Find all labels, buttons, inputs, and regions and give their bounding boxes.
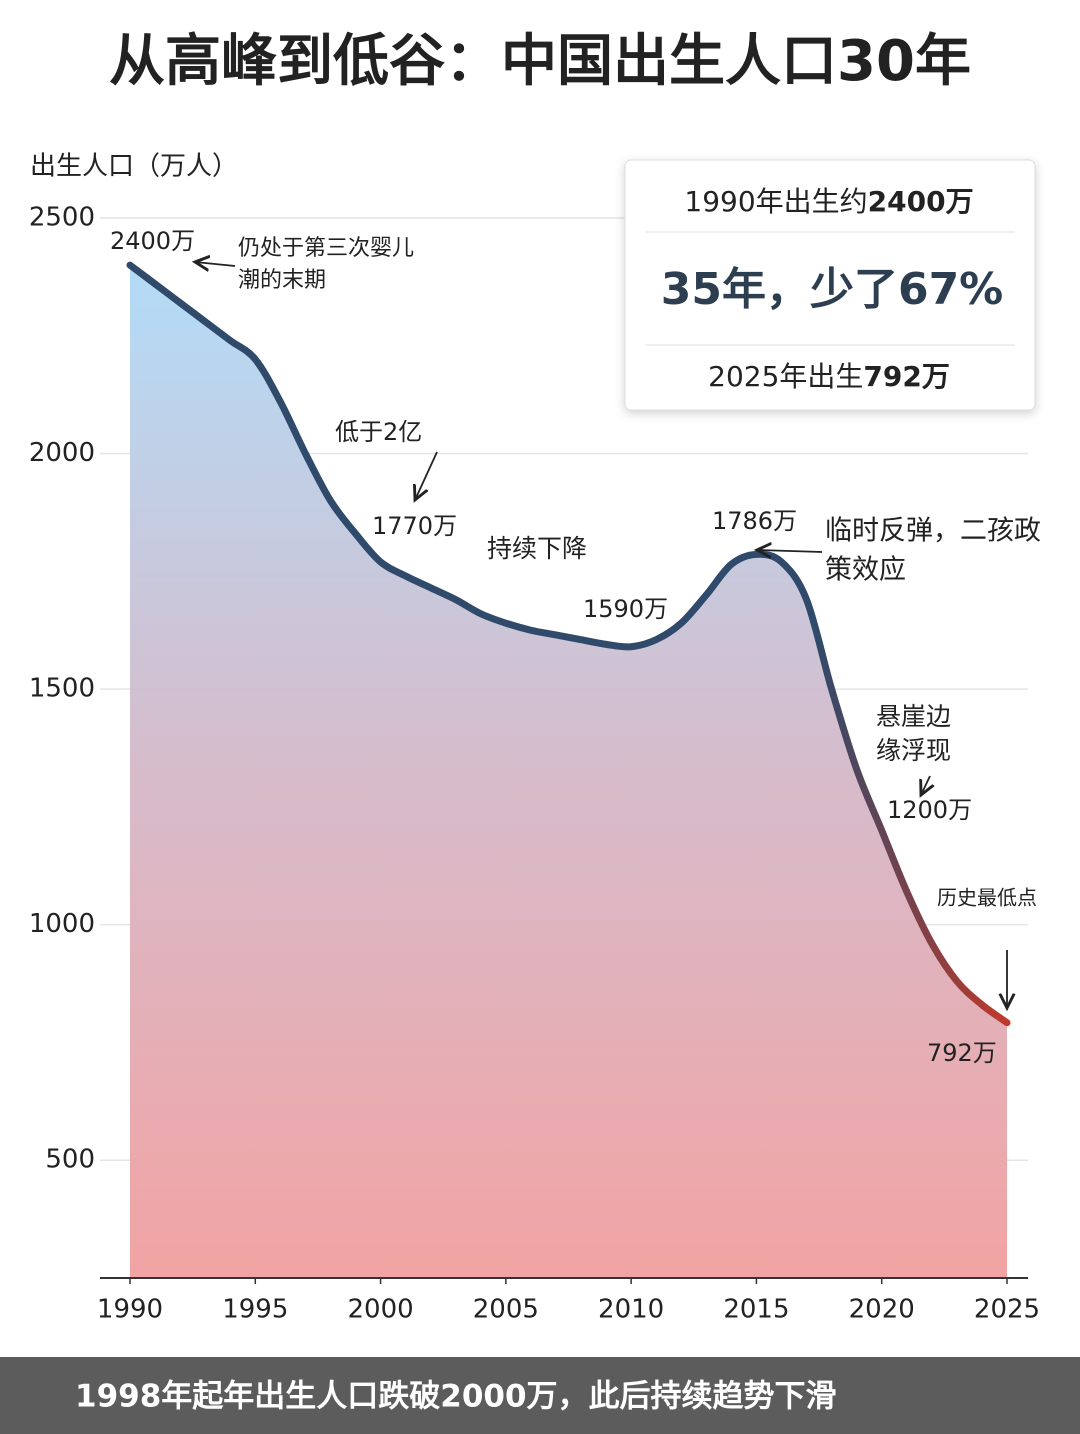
chart-title: 从高峰到低谷：中国出生人口30年 — [109, 29, 971, 94]
y-tick-label: 500 — [45, 1145, 95, 1175]
info-box: 1990年出生约2400万 35年，少了67% 2025年出生792万 — [624, 159, 1036, 411]
arrow — [921, 775, 930, 795]
arrow — [757, 550, 823, 552]
x-tick-label: 2000 — [347, 1295, 413, 1325]
annotation: 策效应 — [825, 555, 906, 586]
annotation: 1590万 — [583, 595, 668, 623]
x-tick-label: 2025 — [974, 1295, 1040, 1325]
arrow — [415, 451, 438, 500]
x-tick-label: 2005 — [473, 1295, 539, 1325]
info-line: 1990年出生约2400万 — [684, 185, 973, 218]
annotation: 悬崖边 — [876, 702, 951, 731]
annotation: 1786万 — [712, 507, 797, 535]
footer-bg — [0, 1357, 1080, 1434]
y-tick-label: 2500 — [29, 203, 95, 233]
annotation: 仍处于第三次婴儿 — [238, 236, 414, 261]
arrows — [195, 262, 1007, 1008]
arrow — [195, 262, 236, 266]
annotation: 历史最低点 — [937, 886, 1037, 910]
annotation: 低于2亿 — [335, 418, 422, 446]
annotation: 临时反弹，二孩政 — [825, 516, 1041, 547]
y-tick-label: 1000 — [29, 909, 95, 939]
x-tick-label: 1990 — [97, 1295, 163, 1325]
info-text: 1990年出生约 — [684, 185, 867, 218]
info-headline: 35年，少了67% — [661, 264, 1004, 315]
annotation: 2400万 — [110, 227, 195, 255]
info-bold: 792万 — [863, 360, 949, 393]
annotation: 1200万 — [887, 796, 972, 824]
info-line: 2025年出生792万 — [708, 360, 950, 393]
y-tick-label: 1500 — [29, 674, 95, 704]
x-tick-label: 1995 — [222, 1295, 288, 1325]
annotation: 持续下降 — [487, 534, 587, 563]
line — [126, 261, 1011, 1027]
area — [130, 265, 1007, 1279]
info-box-bg — [624, 159, 1036, 411]
x-tick-label: 2015 — [723, 1295, 789, 1325]
x-tick-label: 2020 — [849, 1295, 915, 1325]
annotation: 792万 — [927, 1039, 997, 1067]
y-axis-label: 出生人口（万人） — [30, 152, 238, 182]
annotation: 缘浮现 — [876, 736, 951, 765]
footer: 1998年起年出生人口跌破2000万，此后持续趋势下滑 — [75, 1379, 837, 1415]
info-bold: 2400万 — [868, 185, 974, 218]
y-tick-label: 2000 — [29, 438, 95, 468]
annotation: 潮的末期 — [238, 268, 326, 293]
annotation: 1770万 — [372, 512, 457, 540]
info-text: 2025年出生 — [708, 360, 863, 393]
x-tick-label: 2010 — [598, 1295, 664, 1325]
